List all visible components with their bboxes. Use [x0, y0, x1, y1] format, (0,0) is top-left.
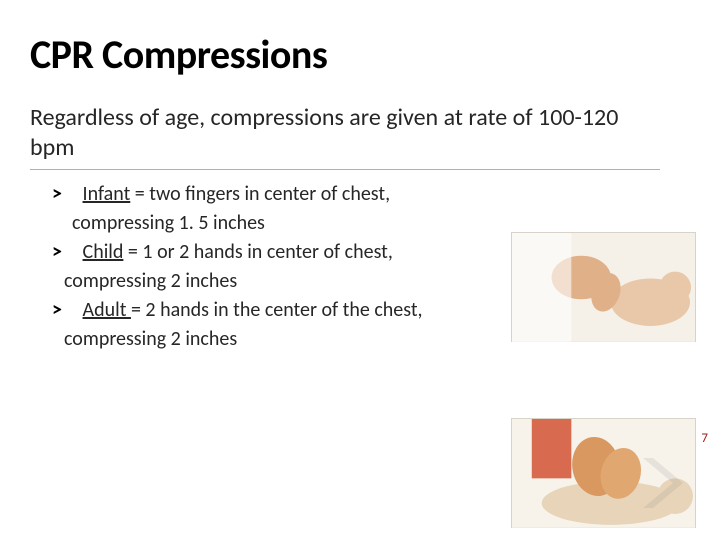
bullet-continuation: compressing 1. 5 inches	[72, 209, 490, 238]
bullet-rest: 2 hands in the center of the chest,	[145, 298, 422, 322]
slide-title: CPR Compressions	[30, 30, 690, 79]
bullet-sep: =	[131, 298, 145, 322]
chevron-icon: ˃	[52, 238, 62, 267]
chevron-icon: ˃	[52, 296, 62, 325]
bullet-label: Adult	[83, 298, 131, 322]
image-icon	[512, 233, 695, 342]
bullet-sep: =	[130, 182, 149, 206]
bullet-label: Child	[83, 240, 124, 264]
bullet-item: ˃ Adult = 2 hands in the center of the c…	[78, 296, 490, 325]
slide: CPR Compressions Regardless of age, comp…	[0, 0, 720, 540]
bullet-sep: =	[123, 240, 142, 264]
arrow-decor-icon	[628, 448, 698, 518]
bullet-list: ˃ Infant = two fingers in center of ches…	[30, 180, 490, 354]
bullet-continuation: compressing 2 inches	[64, 267, 490, 296]
slide-subtitle: Regardless of age, compressions are give…	[30, 103, 660, 170]
bullet-rest: 1 or 2 hands in center of chest,	[142, 240, 392, 264]
cpr-infant-image	[511, 232, 696, 342]
chevron-icon: ˃	[52, 180, 62, 209]
bullet-continuation: compressing 2 inches	[64, 325, 490, 354]
bullet-label: Infant	[83, 182, 131, 206]
bullet-rest: two fingers in center of chest,	[149, 182, 390, 206]
page-number: 7	[701, 431, 708, 446]
slide-title-text: CPR Compressions	[30, 30, 327, 79]
bullet-item: ˃ Child = 1 or 2 hands in center of ches…	[78, 238, 490, 267]
bullet-item: ˃ Infant = two fingers in center of ches…	[78, 180, 490, 209]
